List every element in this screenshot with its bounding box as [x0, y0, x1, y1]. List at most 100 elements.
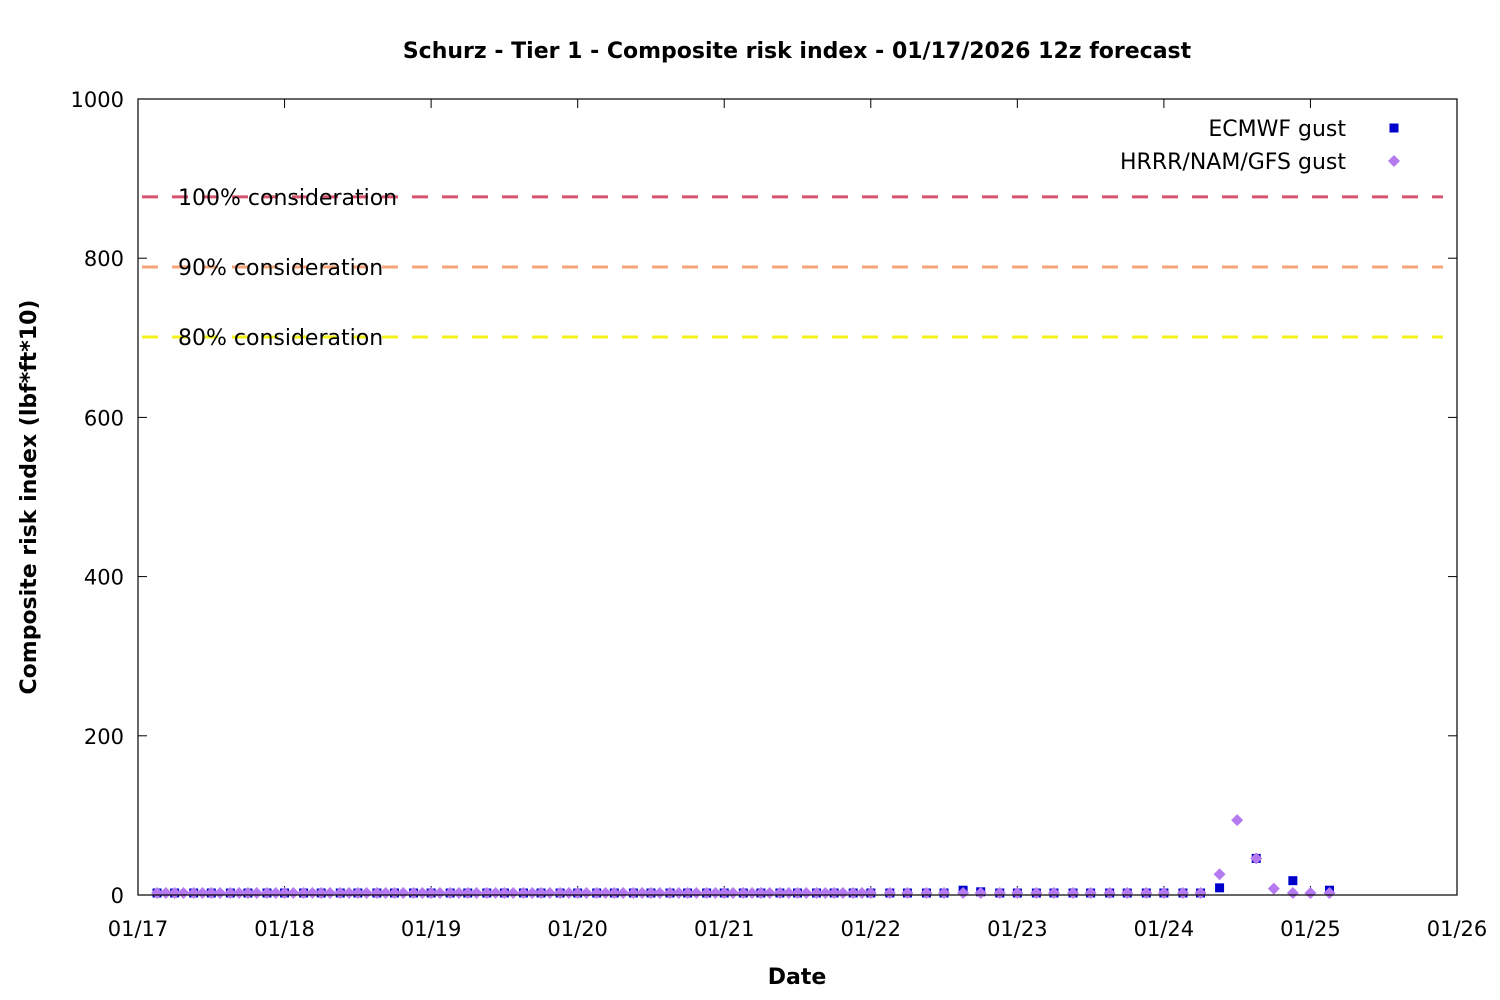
threshold-label-0: 100% consideration: [178, 186, 397, 211]
x-tick-label-5: 01/22: [841, 917, 902, 941]
point-1-9: [233, 887, 246, 899]
point-1-57: [672, 887, 685, 899]
point-1-11: [250, 887, 263, 899]
point-1-37: [489, 887, 502, 899]
point-1-23: [360, 887, 373, 899]
point-1-88: [1047, 887, 1060, 899]
point-1-3: [177, 887, 190, 899]
series-1: [151, 814, 1336, 899]
point-1-100: [1267, 882, 1280, 895]
point-1-63: [727, 887, 740, 899]
y-tick-label-1: 200: [84, 725, 124, 749]
point-1-92: [1121, 887, 1134, 899]
point-1-65: [746, 887, 759, 899]
point-1-33: [452, 887, 465, 899]
point-1-28: [407, 887, 420, 899]
point-1-96: [1194, 887, 1207, 899]
point-1-91: [1103, 887, 1116, 899]
point-1-74: [828, 887, 841, 899]
y-tick-label-0: 0: [111, 884, 124, 908]
plot-frame: [137, 98, 1458, 896]
point-1-10: [241, 887, 254, 899]
point-1-1: [159, 887, 172, 899]
point-1-51: [617, 887, 630, 899]
point-1-20: [334, 887, 347, 899]
point-1-64: [737, 887, 750, 899]
data-points: [151, 814, 1336, 899]
y-tick-label-3: 600: [84, 406, 124, 430]
point-1-21: [343, 887, 356, 899]
point-1-56: [663, 887, 676, 899]
point-1-86: [1011, 887, 1024, 899]
axis-ticks: 0 200 400 600 800 1000 01/17 01/18 01/19 01/20 01/…: [71, 88, 1488, 941]
point-1-72: [810, 887, 823, 899]
point-1-7: [214, 887, 227, 899]
point-1-80: [901, 887, 914, 899]
point-1-2: [168, 887, 181, 899]
point-1-18: [315, 887, 328, 899]
legend-label-0: ECMWF gust: [1208, 117, 1346, 142]
x-tick-label-6: 01/23: [987, 917, 1048, 941]
point-1-17: [306, 887, 319, 899]
point-1-101: [1286, 887, 1299, 899]
point-1-95: [1176, 887, 1189, 899]
point-1-4: [187, 887, 200, 899]
point-1-71: [800, 887, 813, 899]
point-1-14: [278, 887, 291, 899]
point-1-54: [644, 887, 657, 899]
y-axis-label: Composite risk index (lbf*ft*10): [17, 300, 42, 695]
threshold-label-1: 90% consideration: [178, 256, 383, 281]
legend-marker-1: [1388, 155, 1400, 167]
y-tick-label-5: 1000: [71, 88, 124, 112]
point-1-52: [627, 887, 640, 899]
point-1-97: [1213, 868, 1226, 881]
point-1-26: [388, 887, 401, 899]
point-1-47: [580, 887, 593, 899]
point-1-79: [883, 887, 896, 899]
point-1-0: [151, 887, 164, 899]
point-0-60: [1288, 876, 1298, 886]
point-1-12: [260, 887, 273, 899]
point-1-35: [470, 887, 483, 899]
point-1-83: [957, 887, 970, 899]
legend-label-1: HRRR/NAM/GFS gust: [1120, 150, 1346, 175]
point-1-49: [599, 887, 612, 899]
point-1-81: [920, 887, 933, 899]
legend-marker-0: [1389, 123, 1399, 133]
point-1-55: [653, 887, 666, 899]
point-1-42: [535, 887, 548, 899]
point-1-5: [196, 887, 209, 899]
point-1-16: [297, 887, 310, 899]
point-1-39: [507, 887, 520, 899]
x-tick-label-7: 01/24: [1134, 917, 1195, 941]
point-1-25: [379, 887, 392, 899]
legend: ECMWF gust HRRR/NAM/GFS gust: [1120, 117, 1400, 175]
chart-title: Schurz - Tier 1 - Composite risk index -…: [403, 39, 1192, 64]
point-1-77: [855, 887, 868, 899]
x-tick-label-2: 01/19: [401, 917, 462, 941]
point-1-94: [1157, 887, 1170, 899]
point-1-66: [754, 887, 767, 899]
point-1-78: [864, 887, 877, 899]
point-1-60: [700, 887, 713, 899]
point-1-84: [974, 887, 987, 899]
point-1-99: [1250, 852, 1263, 865]
point-1-40: [517, 887, 530, 899]
point-1-90: [1084, 887, 1097, 899]
point-1-36: [480, 887, 493, 899]
point-1-30: [425, 887, 438, 899]
x-tick-label-3: 01/20: [547, 917, 608, 941]
point-1-68: [773, 887, 786, 899]
point-1-50: [608, 887, 621, 899]
point-1-19: [323, 887, 336, 899]
threshold-label-2: 80% consideration: [178, 326, 383, 351]
point-1-102: [1304, 887, 1317, 899]
point-1-85: [993, 887, 1006, 899]
point-1-98: [1231, 814, 1244, 827]
x-tick-label-0: 01/17: [108, 917, 169, 941]
point-1-34: [461, 887, 474, 899]
point-1-58: [681, 887, 694, 899]
point-1-103: [1323, 887, 1336, 899]
point-1-31: [433, 887, 446, 899]
